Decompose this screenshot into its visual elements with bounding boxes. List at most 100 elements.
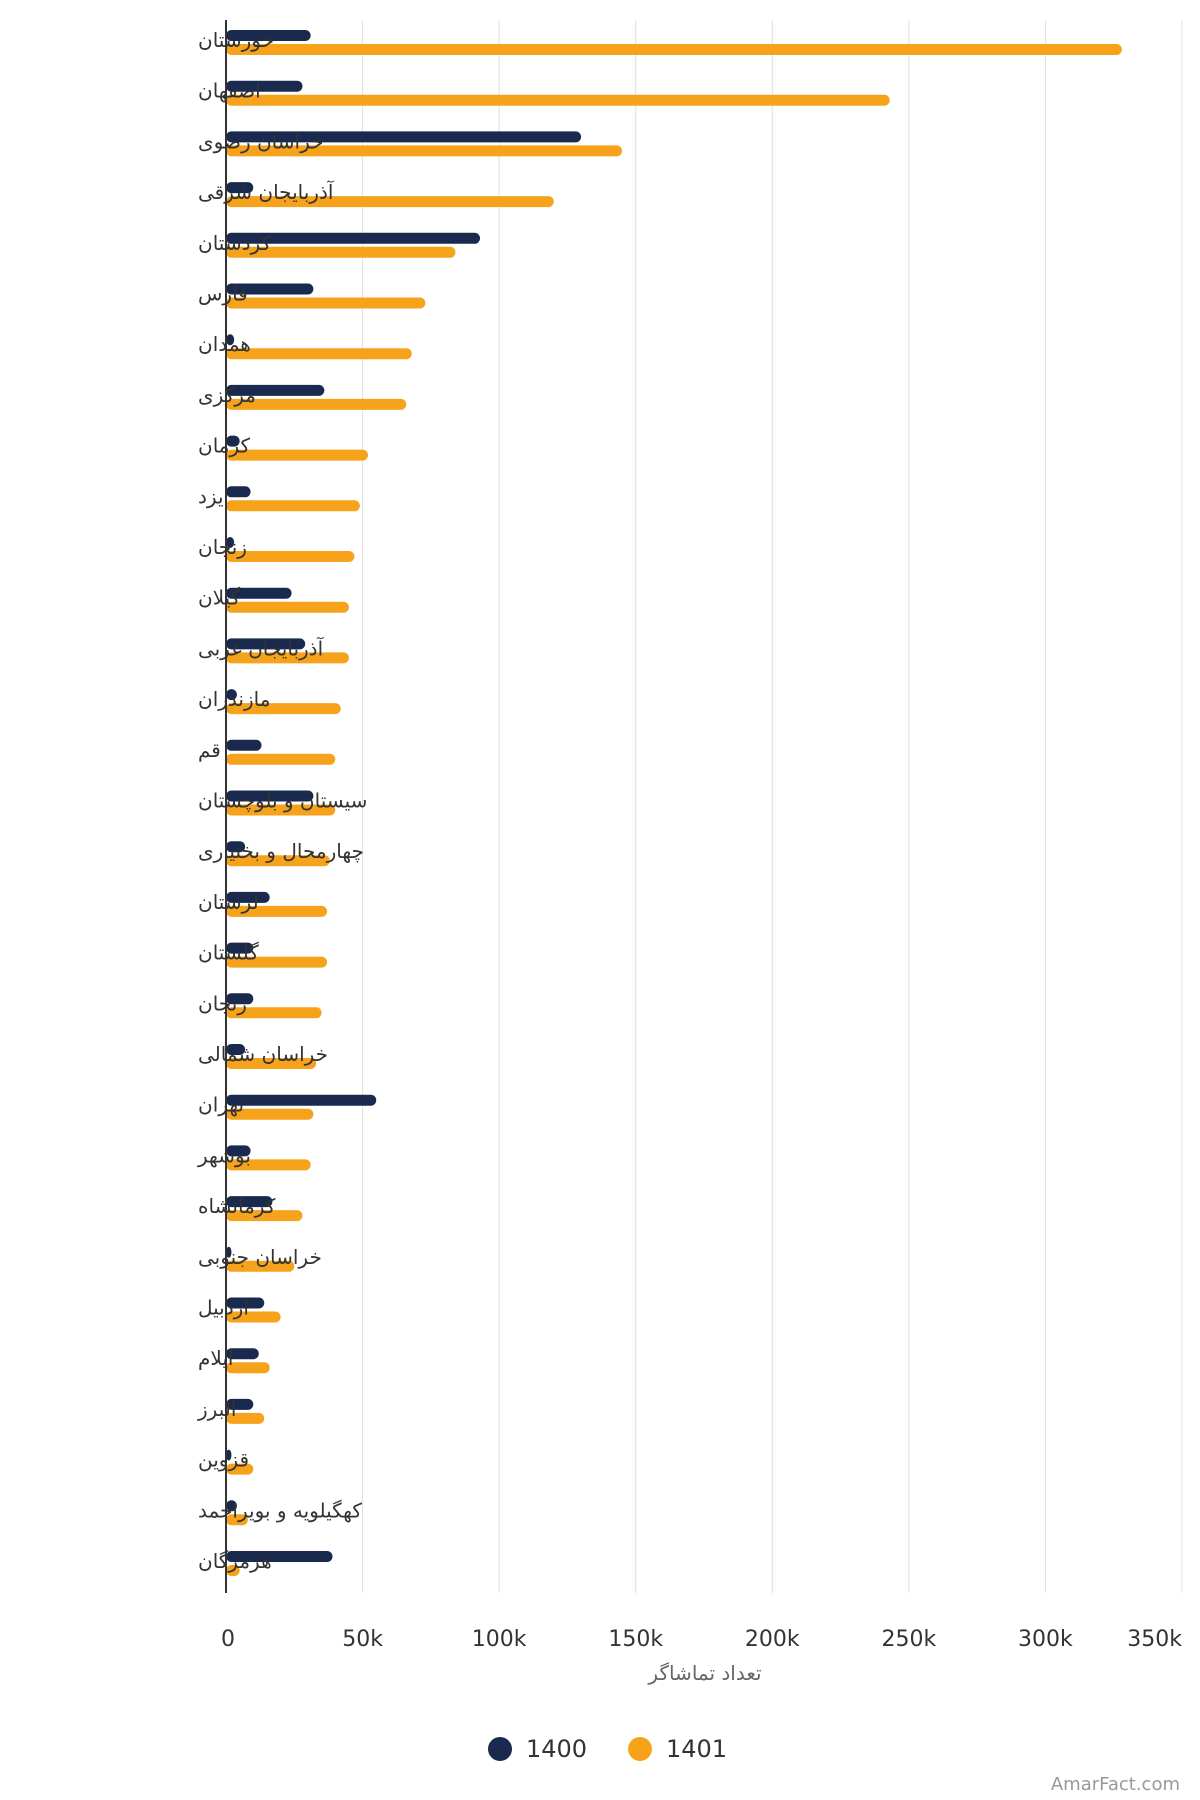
bar-series-1401 [226, 297, 426, 309]
legend-label[interactable]: 1401 [666, 1735, 727, 1763]
category-label: کرمان [198, 434, 251, 458]
x-tick-label: 250k [881, 1627, 936, 1652]
category-label: خوزستان [198, 28, 274, 52]
bar-series-1401 [226, 1514, 248, 1526]
bar-series-1401 [226, 246, 456, 258]
x-tick-label: 300k [1018, 1627, 1073, 1652]
bar-series-1400 [226, 232, 481, 244]
bar-series-1400 [226, 1044, 246, 1055]
bar-series-1401 [226, 1311, 281, 1323]
x-tick-label: 200k [745, 1627, 800, 1652]
legend-marker-1401 [628, 1737, 652, 1761]
credit-text: AmarFact.com [1051, 1774, 1180, 1795]
category-label: چهارمحال و بختیاری [198, 839, 364, 863]
category-label: یزد [198, 484, 224, 508]
bar-series-1400 [226, 131, 582, 143]
bar-series-1401 [226, 449, 369, 461]
bar-series-1401 [226, 601, 349, 613]
category-label: قزوین [198, 1448, 249, 1472]
bar-series-1401 [226, 1362, 270, 1374]
bar-series-1400 [226, 1094, 377, 1106]
bar-series-1401 [226, 753, 336, 765]
bar-series-1400 [226, 841, 246, 853]
x-tick-label: 0 [221, 1627, 235, 1652]
bar-series-1400 [226, 689, 237, 701]
category-label: گیلان [198, 586, 241, 610]
bar-series-1401 [226, 956, 328, 968]
category-label: مازندران [198, 687, 270, 711]
category-label: خراسان رضوی [198, 129, 323, 153]
bar-series-1400 [226, 1348, 259, 1360]
bar-series-1401 [226, 905, 328, 917]
bar-series-1401 [226, 398, 407, 410]
bar-series-1401 [226, 1159, 311, 1171]
bar-series-1400 [226, 182, 254, 194]
bar-series-1400 [226, 486, 251, 498]
x-axis-ticks: 0 50k 100k 150k 200k 250k 300k 350k [221, 1627, 1182, 1652]
bar-series-1400 [226, 537, 235, 548]
x-tick-label: 150k [608, 1627, 663, 1652]
category-label: آذربایجان غربی [198, 635, 325, 660]
bar-series-1401 [226, 44, 1122, 55]
x-tick-label: 350k [1127, 1627, 1182, 1652]
bar-series-1400 [226, 1246, 232, 1258]
bar-series-1400 [226, 1297, 265, 1309]
bar-series-1401 [226, 1007, 322, 1019]
x-tick-label: 50k [342, 1627, 383, 1652]
bar-series-1401 [226, 1565, 240, 1576]
category-label: گلستان [198, 941, 259, 965]
x-tick-label: 100k [472, 1627, 527, 1652]
category-labels: خوزستان اصفهان خراسان رضوی آذربایجان شرقی کر… [197, 28, 367, 1573]
category-label: زنجان [198, 535, 247, 559]
bar-series-1401 [226, 855, 330, 867]
bar-series-1400 [226, 942, 254, 954]
bars [226, 30, 1122, 1576]
category-label: ایلام [198, 1346, 233, 1370]
bar-series-1400 [226, 283, 314, 295]
bar-series-1400 [226, 1500, 237, 1512]
bar-series-1401 [226, 500, 360, 512]
bar-series-1400 [226, 80, 303, 92]
bar-series-1401 [226, 551, 355, 562]
legend: 1400 1401 [488, 1735, 727, 1763]
bar-series-1401 [226, 703, 341, 715]
bar-series-1400 [226, 1449, 232, 1461]
category-label: کردستان [198, 231, 272, 255]
category-label: آذربایجان شرقی [198, 179, 335, 204]
category-label: بوشهر [197, 1143, 251, 1167]
bar-series-1401 [226, 1210, 303, 1222]
bar-series-1401 [226, 145, 623, 157]
bar-series-1401 [226, 196, 554, 208]
category-label: البرز [197, 1397, 236, 1421]
category-label: فارس [198, 282, 248, 306]
bar-series-1401 [226, 1260, 295, 1272]
category-label: خراسان جنوبی [198, 1245, 322, 1269]
category-label: همدان [198, 332, 251, 356]
legend-label[interactable]: 1400 [526, 1735, 587, 1763]
bar-series-1401 [226, 1412, 265, 1424]
bar-series-1400 [226, 384, 325, 396]
bar-series-1400 [226, 638, 306, 650]
category-label: اصفهان [198, 79, 261, 103]
bar-series-1400 [226, 334, 235, 346]
bar-series-1400 [226, 1196, 273, 1208]
category-label: هرمزگان [198, 1549, 272, 1573]
category-label: قم [198, 738, 221, 762]
bar-series-1400 [226, 1398, 254, 1410]
bar-series-1400 [226, 1551, 333, 1562]
bar-series-1401 [226, 652, 349, 664]
category-label: کرمانشاه [198, 1194, 276, 1218]
bar-series-1401 [226, 804, 336, 816]
bar-series-1401 [226, 348, 412, 360]
legend-marker-1400 [488, 1737, 512, 1761]
bar-series-1400 [226, 891, 270, 903]
bar-series-1401 [226, 1108, 314, 1120]
category-label: اردبیل [198, 1296, 249, 1320]
bar-series-1400 [226, 435, 240, 447]
category-label: زنجان [198, 991, 247, 1015]
bar-series-1401 [226, 1463, 254, 1475]
bar-series-1400 [226, 993, 254, 1005]
x-axis-title: تعداد تماشاگر [647, 1661, 761, 1685]
bar-series-1400 [226, 587, 292, 599]
